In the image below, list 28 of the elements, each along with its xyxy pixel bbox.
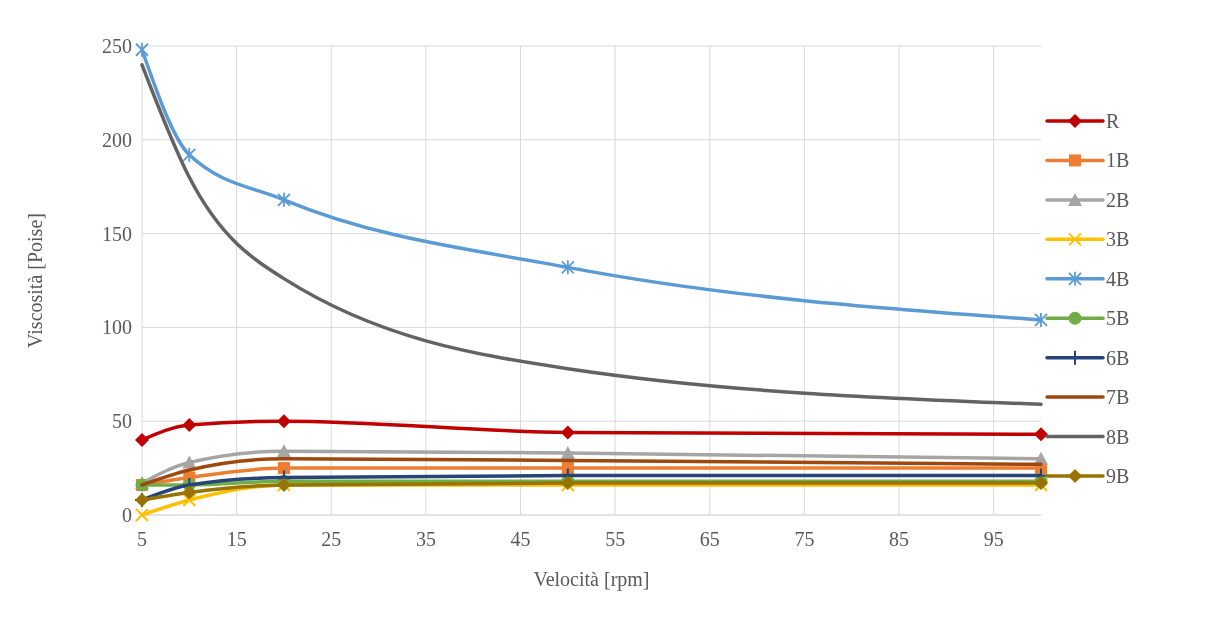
x-tick-label: 95	[983, 528, 1004, 550]
legend-label: 8B	[1106, 425, 1130, 448]
y-tick-label: 150	[102, 222, 132, 245]
legend-label: 3B	[1106, 228, 1130, 251]
x-tick-label: 85	[889, 528, 910, 550]
legend-label: 9B	[1106, 465, 1130, 487]
legend-label: R	[1106, 110, 1120, 132]
legend-label: 6B	[1106, 346, 1130, 369]
legend-label: 2B	[1106, 188, 1130, 211]
legend-label: 5B	[1106, 307, 1130, 330]
x-tick-label: 65	[699, 528, 720, 550]
legend-label: 4B	[1106, 267, 1130, 290]
legend-label: 1B	[1106, 149, 1130, 172]
x-tick-label: 75	[794, 528, 815, 550]
y-tick-label: 250	[102, 35, 132, 57]
x-axis-title: Velocità [rpm]	[533, 568, 650, 591]
x-tick-label: 35	[415, 528, 436, 550]
y-tick-label: 50	[112, 410, 132, 433]
x-tick-label: 45	[510, 528, 531, 550]
x-tick-label: 55	[605, 528, 626, 550]
y-axis-title: Viscosità [Poise]	[24, 213, 46, 348]
x-tick-label: 5	[137, 528, 147, 550]
x-tick-label: 25	[321, 528, 342, 550]
y-tick-label: 0	[122, 504, 132, 526]
y-tick-label: 100	[102, 316, 132, 339]
legend-label: 7B	[1106, 386, 1130, 409]
y-tick-label: 200	[102, 128, 132, 151]
x-tick-label: 15	[226, 528, 247, 550]
